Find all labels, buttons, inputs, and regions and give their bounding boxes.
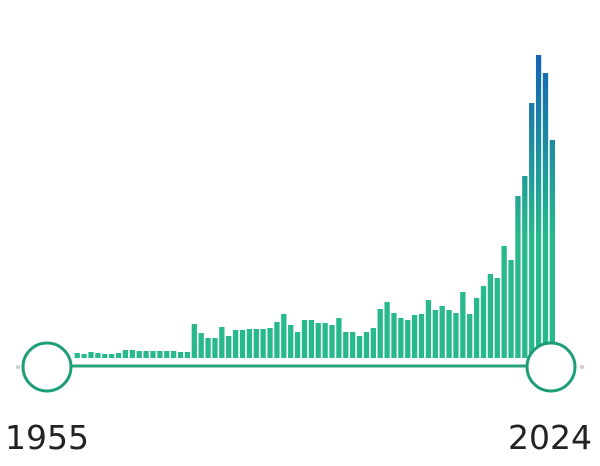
bar: [432, 310, 438, 358]
bar: [501, 246, 507, 358]
bar: [350, 332, 356, 358]
max-handle[interactable]: [525, 341, 577, 393]
bar: [88, 352, 94, 358]
bar: [487, 274, 494, 358]
bar: [143, 351, 149, 358]
bar: [205, 338, 211, 358]
bar: [184, 352, 191, 358]
bar: [122, 350, 129, 358]
bar: [315, 323, 321, 358]
bar: [508, 260, 514, 358]
bar: [535, 55, 542, 358]
bar: [515, 196, 521, 358]
bar: [322, 323, 328, 358]
bar: [336, 318, 342, 358]
bar: [157, 351, 163, 358]
bar: [274, 322, 280, 358]
bar: [329, 325, 335, 358]
bar: [529, 103, 535, 358]
bar: [177, 352, 184, 358]
bar: [109, 354, 115, 358]
bar: [164, 351, 170, 358]
bar: [384, 302, 390, 358]
bar: [356, 336, 363, 358]
bar: [267, 328, 273, 358]
bar: [473, 298, 480, 358]
bar: [377, 309, 383, 358]
bar: [226, 336, 232, 358]
max-label: 2024: [508, 418, 592, 457]
bar: [136, 351, 142, 358]
bar: [343, 332, 349, 358]
bar: [198, 333, 204, 358]
bar: [294, 332, 301, 358]
bar: [232, 330, 239, 358]
bar: [239, 330, 246, 358]
bar: [398, 318, 404, 358]
bar: [288, 325, 294, 358]
bar: [150, 351, 156, 358]
bar: [418, 314, 425, 358]
bar: [412, 315, 418, 358]
track-end: [580, 365, 584, 369]
bar: [370, 328, 376, 358]
bar: [115, 353, 122, 358]
bar: [301, 320, 308, 358]
bar: [439, 306, 445, 358]
bar: [405, 320, 411, 358]
bar: [494, 278, 500, 358]
bar: [460, 292, 466, 358]
bar: [74, 353, 80, 358]
bar: [363, 332, 370, 358]
bar: [129, 350, 135, 358]
track-end: [16, 365, 20, 369]
histogram: [74, 55, 555, 358]
bar: [171, 351, 177, 358]
bar: [446, 310, 452, 358]
bar: [542, 73, 549, 358]
min-handle[interactable]: [21, 341, 73, 393]
bar: [467, 314, 473, 358]
bar: [549, 140, 555, 358]
bar: [212, 338, 218, 358]
bar: [391, 313, 397, 358]
bar: [219, 327, 225, 358]
bar: [253, 329, 259, 358]
bar: [102, 354, 108, 358]
bar: [425, 300, 432, 358]
bar: [308, 320, 314, 358]
bar: [453, 313, 459, 358]
bar: [191, 324, 197, 358]
min-label: 1955: [5, 418, 89, 457]
bar: [480, 286, 487, 358]
bar: [260, 329, 266, 358]
bar: [522, 176, 528, 358]
bar: [246, 329, 253, 358]
bar: [281, 314, 287, 358]
bar: [81, 354, 87, 358]
bar: [95, 353, 101, 358]
